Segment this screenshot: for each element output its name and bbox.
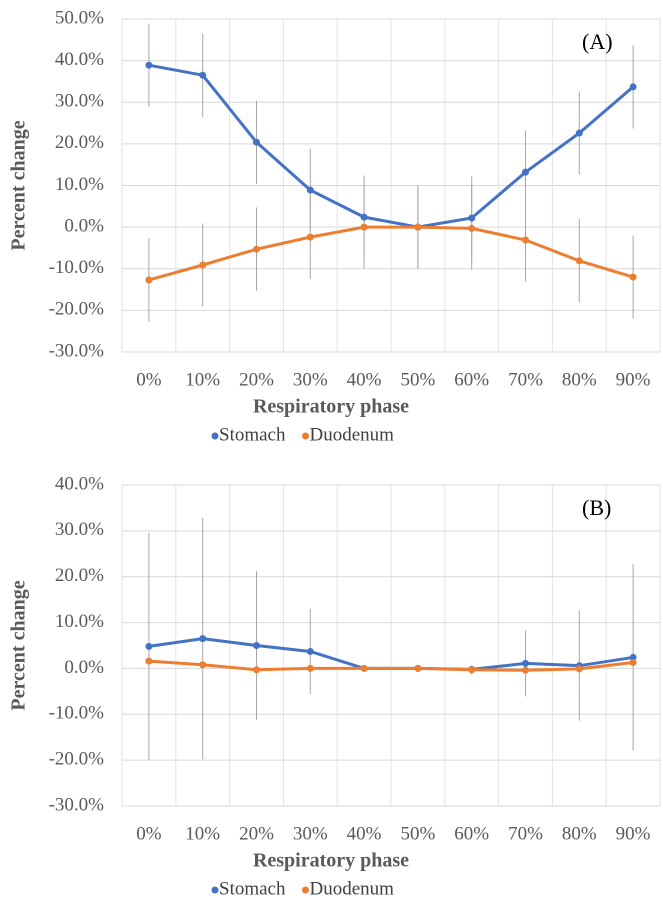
x-axis-title: Respiratory phase: [253, 396, 409, 418]
point: [360, 213, 368, 221]
point: [522, 236, 529, 244]
annotation: (B): [582, 495, 611, 520]
y-tick-label: 30.0%: [55, 91, 104, 112]
point: [629, 273, 637, 281]
y-tick-label: -10.0%: [49, 257, 105, 278]
point: [199, 71, 207, 79]
x-tick-label: 30%: [293, 369, 328, 390]
point: [253, 666, 260, 674]
y-tick-label: 0.0%: [64, 657, 104, 678]
legend-marker: [302, 432, 309, 440]
x-tick-label: 40%: [347, 369, 382, 390]
x-tick-label: 70%: [508, 369, 543, 390]
x-tick-label: 50%: [400, 823, 435, 844]
point: [575, 257, 583, 265]
y-tick-label: 20.0%: [55, 132, 104, 153]
y-tick-label: 20.0%: [55, 565, 104, 586]
point: [575, 129, 583, 137]
y-tick-label: 10.0%: [55, 174, 104, 195]
y-tick-label: 0.0%: [64, 215, 104, 236]
x-tick-label: 50%: [400, 369, 435, 390]
legend-label: Stomach: [219, 878, 286, 899]
legend-marker: [211, 432, 219, 440]
point: [468, 214, 476, 222]
legend-marker: [302, 886, 309, 894]
y-axis-title: Percent change: [8, 120, 30, 250]
x-tick-label: 30%: [293, 823, 328, 844]
point: [414, 664, 422, 672]
legend-label: Duodenum: [310, 878, 395, 899]
y-axis-title: Percent change: [8, 580, 30, 710]
series-line: [148, 63, 635, 229]
point: [306, 233, 314, 241]
y-tick-label: -10.0%: [49, 703, 105, 724]
point: [629, 653, 637, 661]
point: [629, 83, 637, 91]
point: [199, 635, 207, 643]
point: [145, 657, 153, 665]
annotation: (A): [582, 29, 613, 54]
point: [522, 168, 529, 176]
x-tick-label: 80%: [562, 369, 597, 390]
y-tick-label: 30.0%: [55, 519, 104, 540]
point: [199, 261, 207, 269]
x-tick-label: 70%: [508, 823, 543, 844]
point: [522, 659, 529, 667]
legend-marker: [211, 886, 219, 894]
point: [306, 647, 314, 655]
x-tick-label: 0%: [136, 369, 162, 390]
point: [629, 658, 637, 666]
y-tick-label: 40.0%: [55, 49, 104, 70]
point: [360, 223, 368, 231]
point: [253, 138, 260, 146]
x-tick-label: 10%: [185, 823, 220, 844]
point: [199, 661, 207, 669]
x-tick-label: 60%: [454, 369, 489, 390]
y-tick-label: -30.0%: [49, 794, 105, 815]
x-tick-label: 40%: [347, 823, 382, 844]
y-tick-label: 10.0%: [55, 611, 104, 632]
point: [468, 666, 476, 674]
y-tick-label: -20.0%: [49, 299, 105, 320]
x-tick-label: 60%: [454, 823, 489, 844]
x-tick-label: 0%: [136, 823, 162, 844]
x-tick-label: 10%: [185, 369, 220, 390]
point: [253, 245, 260, 253]
y-tick-label: 40.0%: [55, 473, 104, 494]
x-axis-title: Respiratory phase: [253, 850, 409, 872]
point: [306, 186, 314, 194]
y-tick-label: -30.0%: [49, 340, 105, 361]
legend-label: Stomach: [219, 424, 286, 445]
x-tick-label: 80%: [562, 823, 597, 844]
x-tick-label: 20%: [239, 369, 274, 390]
point: [253, 642, 260, 649]
point: [360, 664, 368, 672]
point: [414, 223, 422, 231]
x-tick-label: 90%: [616, 369, 651, 390]
point: [145, 276, 153, 284]
point: [145, 61, 153, 69]
point: [468, 224, 476, 232]
series-line: [148, 659, 634, 672]
legend-label: Duodenum: [310, 424, 395, 445]
y-tick-label: -20.0%: [49, 749, 105, 770]
y-tick-label: 50.0%: [55, 7, 104, 28]
x-tick-label: 90%: [616, 823, 651, 844]
series-line: [148, 225, 634, 282]
point: [306, 664, 314, 672]
point: [575, 665, 583, 673]
point: [145, 642, 153, 650]
x-tick-label: 20%: [239, 823, 274, 844]
point: [522, 666, 529, 674]
